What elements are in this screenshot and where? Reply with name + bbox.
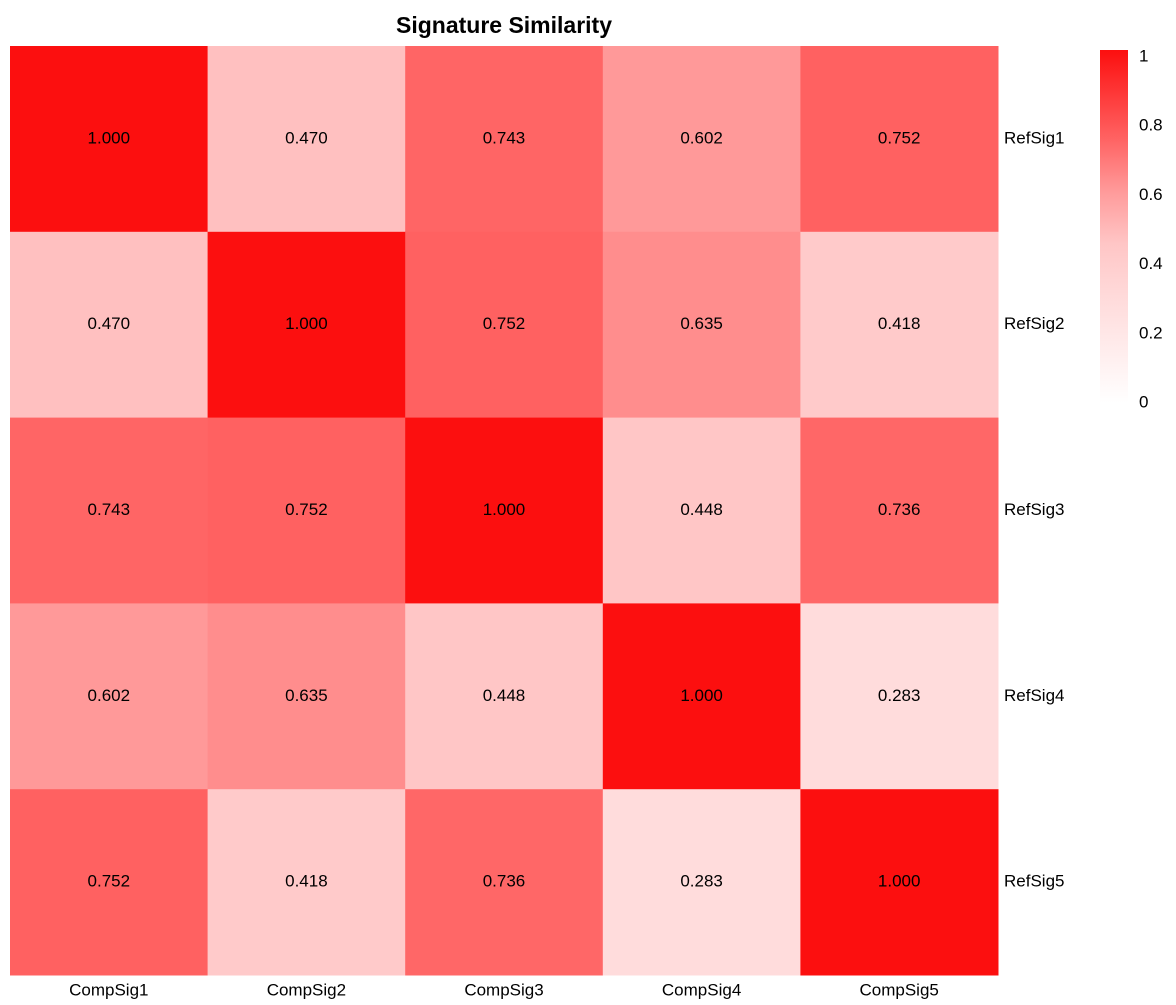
- cell-label: 0.470: [285, 128, 328, 147]
- heatmap-cell: [800, 603, 999, 790]
- heatmap-cell: [10, 417, 209, 604]
- colorbar-tick-label: 1: [1139, 46, 1148, 65]
- heatmap-cell: [207, 46, 406, 233]
- heatmap-cell: [405, 603, 604, 790]
- colorbar-tick-label: 0: [1139, 392, 1148, 411]
- heatmap-cell: [602, 603, 801, 790]
- cell-label: 0.635: [285, 686, 328, 705]
- heatmap-cell: [800, 231, 999, 419]
- heatmap-cell: [602, 417, 801, 604]
- chart-title: Signature Similarity: [396, 12, 612, 38]
- cell-label: 0.736: [878, 500, 921, 519]
- cell-label: 0.602: [88, 686, 131, 705]
- row-label: RefSig5: [1004, 872, 1064, 891]
- cell-label: 0.448: [483, 686, 526, 705]
- cell-label: 0.418: [285, 872, 328, 891]
- heatmap-cell: [800, 417, 999, 604]
- cell-label: 0.448: [680, 500, 723, 519]
- cell-label: 0.752: [878, 128, 921, 147]
- cell-label: 1.000: [483, 500, 526, 519]
- row-label: RefSig4: [1004, 686, 1064, 705]
- cell-label: 0.736: [483, 872, 526, 891]
- heatmap-cell: [10, 231, 209, 419]
- heatmap-cell: [10, 789, 209, 976]
- colorbar-tick-label: 0.2: [1139, 323, 1163, 342]
- row-label: RefSig1: [1004, 128, 1064, 147]
- heatmap-cell: [207, 789, 406, 976]
- heatmap-cell: [405, 46, 604, 233]
- colorbar: [1100, 50, 1128, 403]
- cell-label: 0.283: [878, 686, 921, 705]
- cell-label: 0.743: [88, 500, 131, 519]
- cell-label: 0.752: [88, 872, 131, 891]
- cell-label: 0.752: [285, 500, 328, 519]
- column-label: CompSig5: [860, 980, 939, 999]
- heatmap-cell: [10, 603, 209, 790]
- cell-label: 0.752: [483, 314, 526, 333]
- heatmap-cell: [602, 789, 801, 976]
- heatmap-cell: [405, 231, 604, 419]
- cell-label: 0.602: [680, 128, 723, 147]
- row-label: RefSig3: [1004, 500, 1064, 519]
- cell-label: 0.743: [483, 128, 526, 147]
- heatmap-cell: [207, 603, 406, 790]
- colorbar-tick-label: 0.8: [1139, 116, 1163, 135]
- heatmap-cell: [405, 789, 604, 976]
- column-label: CompSig3: [464, 980, 543, 999]
- cell-label: 0.418: [878, 314, 921, 333]
- heatmap-cell: [602, 46, 801, 233]
- cell-label: 0.470: [88, 314, 131, 333]
- heatmap-cell: [800, 46, 999, 233]
- heatmap-cell: [800, 789, 999, 976]
- cell-label: 1.000: [88, 128, 131, 147]
- cell-label: 0.635: [680, 314, 723, 333]
- colorbar-tick-label: 0.6: [1139, 185, 1163, 204]
- column-label: CompSig4: [662, 980, 741, 999]
- cell-label: 1.000: [878, 872, 921, 891]
- row-label: RefSig2: [1004, 314, 1064, 333]
- heatmap-cell: [602, 231, 801, 419]
- heatmap-cell: [10, 46, 209, 233]
- heatmap-cell: [207, 231, 406, 419]
- column-label: CompSig2: [267, 980, 346, 999]
- cell-label: 1.000: [680, 686, 723, 705]
- heatmap-cell: [207, 417, 406, 604]
- column-label: CompSig1: [69, 980, 148, 999]
- heatmap-cell: [405, 417, 604, 604]
- colorbar-tick-label: 0.4: [1139, 254, 1163, 273]
- cell-label: 1.000: [285, 314, 328, 333]
- cell-label: 0.283: [680, 872, 723, 891]
